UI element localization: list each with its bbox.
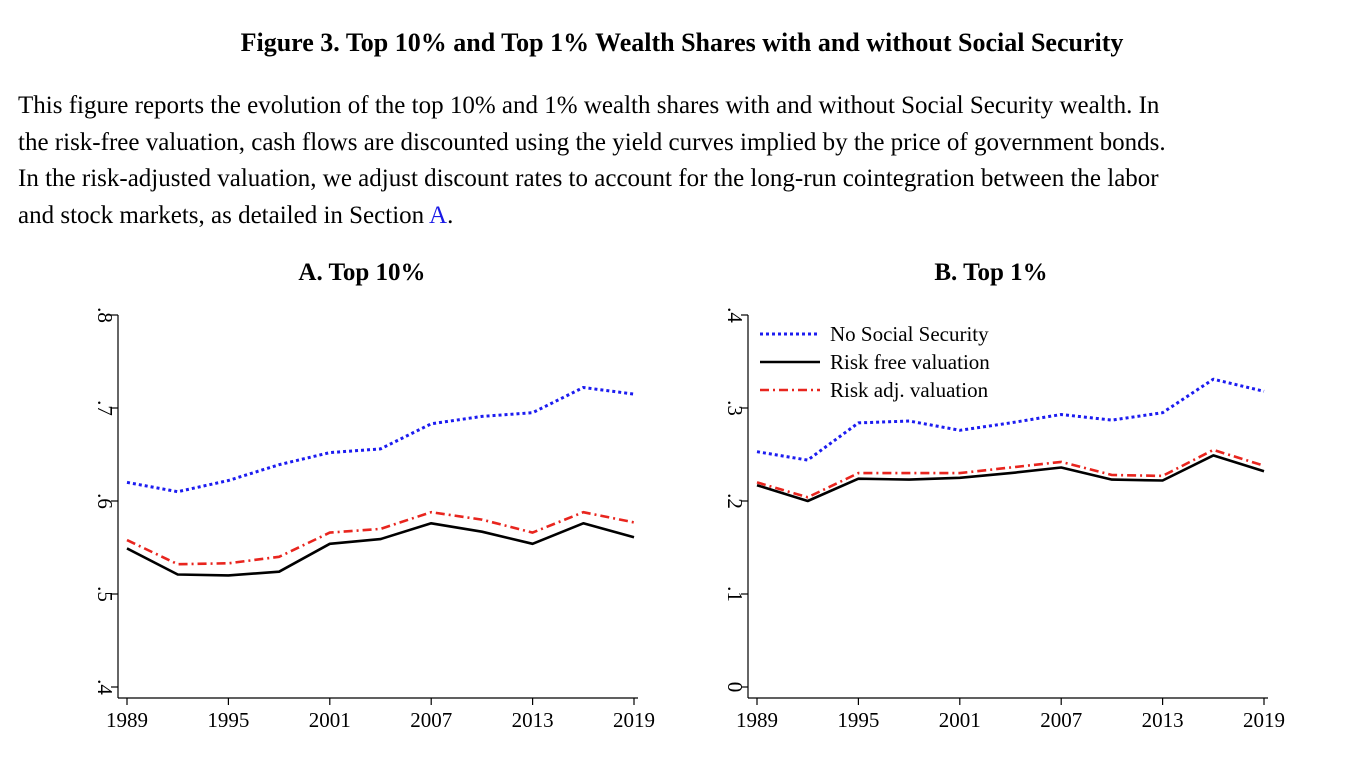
caption-line: the risk-free valuation, cash flows are … bbox=[18, 128, 1166, 156]
series-line-solid bbox=[126, 521, 635, 577]
caption-text: and stock markets, as detailed in Sectio… bbox=[18, 201, 430, 229]
caption-text: . bbox=[447, 201, 454, 229]
y-tick-label: .4 bbox=[93, 679, 117, 695]
panel-top-1: B. Top 1% 0 .1 .2 .3 .4 1989 1995 2001 2007 2013 20… bbox=[723, 259, 1285, 732]
figure-caption: This figure reports the evolution of the… bbox=[18, 88, 1346, 234]
panel-title: A. Top 10% bbox=[298, 259, 425, 286]
caption-line: This figure reports the evolution of the… bbox=[18, 92, 1160, 119]
series-line-dashdot bbox=[126, 510, 635, 566]
charts-area: A. Top 10% .4 .5 .6 .7 .8 1989 1995 2001 2007 2013… bbox=[93, 259, 1285, 732]
y-tick-label: .6 bbox=[93, 493, 117, 509]
y-tick-label: .5 bbox=[93, 586, 117, 602]
y-tick-label: .3 bbox=[723, 400, 747, 416]
x-tick-label: 2019 bbox=[1243, 708, 1285, 732]
series-line-dashdot bbox=[756, 448, 1265, 499]
x-tick-label: 1989 bbox=[106, 708, 148, 732]
legend-label: No Social Security bbox=[830, 322, 989, 346]
x-tick-label: 2013 bbox=[512, 708, 554, 732]
y-tick-label: 0 bbox=[723, 682, 747, 693]
y-tick-label: .7 bbox=[93, 400, 117, 416]
x-tick-label: 2007 bbox=[410, 708, 452, 732]
y-tick-label: .2 bbox=[723, 493, 747, 509]
caption-line: In the risk-adjusted valuation, we adjus… bbox=[18, 165, 1159, 192]
y-tick-label: .4 bbox=[723, 307, 747, 323]
legend-label: Risk adj. valuation bbox=[830, 378, 989, 402]
x-tick-label: 1995 bbox=[207, 708, 249, 732]
y-tick-label: .1 bbox=[723, 586, 747, 602]
panel-title: B. Top 1% bbox=[934, 259, 1047, 286]
x-tick-label: 2001 bbox=[939, 708, 981, 732]
figure-title: Figure 3. Top 10% and Top 1% Wealth Shar… bbox=[240, 28, 1124, 57]
x-tick-label: 2007 bbox=[1040, 708, 1082, 732]
section-link[interactable]: A bbox=[429, 201, 448, 229]
x-tick-label: 2019 bbox=[613, 708, 655, 732]
panel-top-10: A. Top 10% .4 .5 .6 .7 .8 1989 1995 2001 2007 2013… bbox=[93, 259, 655, 732]
x-tick-label: 2013 bbox=[1142, 708, 1184, 732]
legend-label: Risk free valuation bbox=[830, 350, 990, 374]
series-line-dotted bbox=[126, 386, 635, 494]
x-tick-label: 1995 bbox=[837, 708, 879, 732]
y-tick-label: .8 bbox=[93, 307, 117, 323]
x-tick-label: 1989 bbox=[736, 708, 778, 732]
caption-line: and stock markets, as detailed in Sectio… bbox=[18, 198, 1346, 235]
series-line-solid bbox=[756, 454, 1265, 503]
x-tick-label: 2001 bbox=[309, 708, 351, 732]
